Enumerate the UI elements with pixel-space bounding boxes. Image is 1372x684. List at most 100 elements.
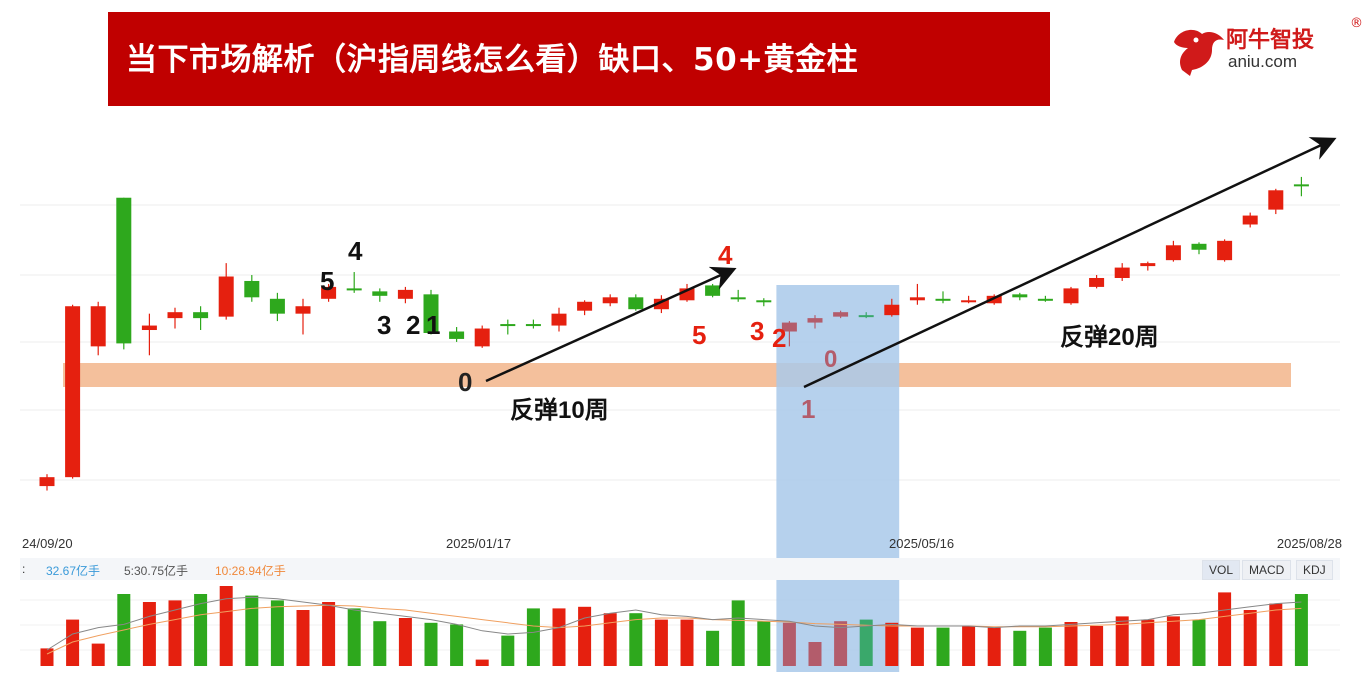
candle-body <box>525 324 541 327</box>
volume-bar <box>1141 619 1155 666</box>
count-label-5-left: 5 <box>320 266 334 296</box>
brand-logo: 阿牛智投 ® aniu.com <box>1168 16 1368 86</box>
candle-body <box>346 288 362 291</box>
candle-body <box>705 285 721 296</box>
volume-bar <box>1218 592 1232 666</box>
candle-body <box>781 322 797 332</box>
x-axis-ticks: 24/09/20 2025/01/17 2025/05/16 2025/08/28 <box>22 536 1342 551</box>
volume-bar <box>1269 603 1283 666</box>
candle-body <box>602 297 618 304</box>
volume-bar <box>680 619 694 666</box>
volume-bar <box>603 613 617 666</box>
legend-vol: 32.67亿手 <box>46 564 101 578</box>
vol-ma5-line <box>46 596 1302 651</box>
title-banner: 当下市场解析（沪指周线怎么看）缺口、50+黄金柱 <box>108 12 1050 106</box>
candle-body <box>1089 277 1105 287</box>
candle-body <box>500 324 516 327</box>
candle-body <box>807 318 823 323</box>
count-label-4-red: 4 <box>718 240 733 270</box>
count-label-3-red: 3 <box>750 316 764 346</box>
candle-body <box>628 297 644 310</box>
registered-mark: ® <box>1350 16 1363 31</box>
candle-body <box>1268 190 1284 210</box>
volume-bar <box>834 621 848 666</box>
volume-legend: : 32.67亿手 5:30.75亿手 10:28.94亿手 VOL MACD … <box>20 558 1340 580</box>
volume-bar <box>194 594 208 666</box>
x-tick-label: 2025/08/28 <box>1277 536 1342 551</box>
tab-kdj[interactable]: KDJ <box>1296 560 1333 580</box>
candle-body <box>679 288 695 301</box>
volume-bar <box>1166 616 1180 666</box>
logo-domain: aniu.com <box>1228 52 1297 71</box>
annotation-layer: 5 4 3 2 1 0 反弹10周 4 5 3 2 0 1 反弹20周 <box>320 236 1159 424</box>
candle-body <box>1242 215 1258 225</box>
highlight-box <box>776 285 900 672</box>
volume-bar <box>1064 622 1078 666</box>
volume-bar <box>1115 616 1129 666</box>
volume-bar <box>578 606 592 666</box>
count-label-2-red: 2 <box>772 323 786 353</box>
volume-bar <box>219 586 233 666</box>
page-title: 当下市场解析（沪指周线怎么看）缺口、50+黄金柱 <box>126 42 859 78</box>
volume-layer <box>40 586 1308 666</box>
tab-macd[interactable]: MACD <box>1242 560 1292 580</box>
candle-body <box>193 312 209 319</box>
candle-body <box>909 297 925 301</box>
candle-body <box>1012 294 1028 298</box>
candle-body <box>1217 240 1233 261</box>
candles-layer <box>39 176 1309 491</box>
candle-body <box>1140 263 1156 267</box>
candle-body <box>116 197 132 344</box>
volume-bar <box>962 626 976 666</box>
volume-bar <box>1192 619 1206 666</box>
candle-body <box>39 477 55 487</box>
candle-body <box>449 331 465 339</box>
volume-bar <box>373 621 387 666</box>
logo-name: 阿牛智投 <box>1226 28 1315 53</box>
zero-label-second: 0 <box>824 346 837 373</box>
volume-bar <box>885 622 899 666</box>
arrow-rebound-10 <box>485 266 737 383</box>
count-label-5-red: 5 <box>692 320 706 350</box>
volume-bar <box>475 659 489 666</box>
volume-bar <box>1243 610 1257 666</box>
candle-body <box>321 286 337 299</box>
volume-bar <box>731 600 745 666</box>
volume-bar <box>347 608 361 666</box>
count-label-4-left: 4 <box>348 236 363 266</box>
volume-bar <box>782 622 796 666</box>
candle-body <box>1063 288 1079 304</box>
candle-body <box>730 297 746 300</box>
volume-ma-layer <box>46 596 1302 655</box>
count-label-2-left: 2 <box>406 310 420 340</box>
candle-body <box>1165 245 1181 261</box>
legend-prefix: : <box>22 562 26 576</box>
candle-body <box>295 306 311 314</box>
rebound-20-weeks: 反弹20周 <box>1060 324 1159 351</box>
candle-body <box>935 298 951 301</box>
volume-bar <box>450 624 464 666</box>
vol-ma10-line <box>46 604 1302 655</box>
rebound-10-weeks: 反弹10周 <box>510 397 609 424</box>
arrow-rebound-20 <box>803 137 1337 389</box>
volume-bar <box>501 635 515 666</box>
candle-body <box>1191 243 1207 250</box>
volume-bar <box>936 627 950 666</box>
volume-bar <box>296 610 310 666</box>
volume-bar <box>910 627 924 666</box>
volume-bar <box>706 630 720 666</box>
volume-bar <box>552 608 566 666</box>
x-tick-label: 2025/05/16 <box>889 536 954 551</box>
volume-bar <box>424 622 438 666</box>
volume-bar <box>142 602 156 666</box>
tab-vol[interactable]: VOL <box>1202 560 1241 580</box>
candle-body <box>884 304 900 316</box>
candle-body <box>756 300 772 303</box>
one-label-second: 1 <box>801 394 815 424</box>
volume-bar <box>1038 627 1052 666</box>
candle-body <box>244 280 260 298</box>
candle-body <box>269 298 285 314</box>
volume-bar <box>654 619 668 666</box>
volume-bar <box>66 619 80 666</box>
candle-body <box>961 300 977 303</box>
